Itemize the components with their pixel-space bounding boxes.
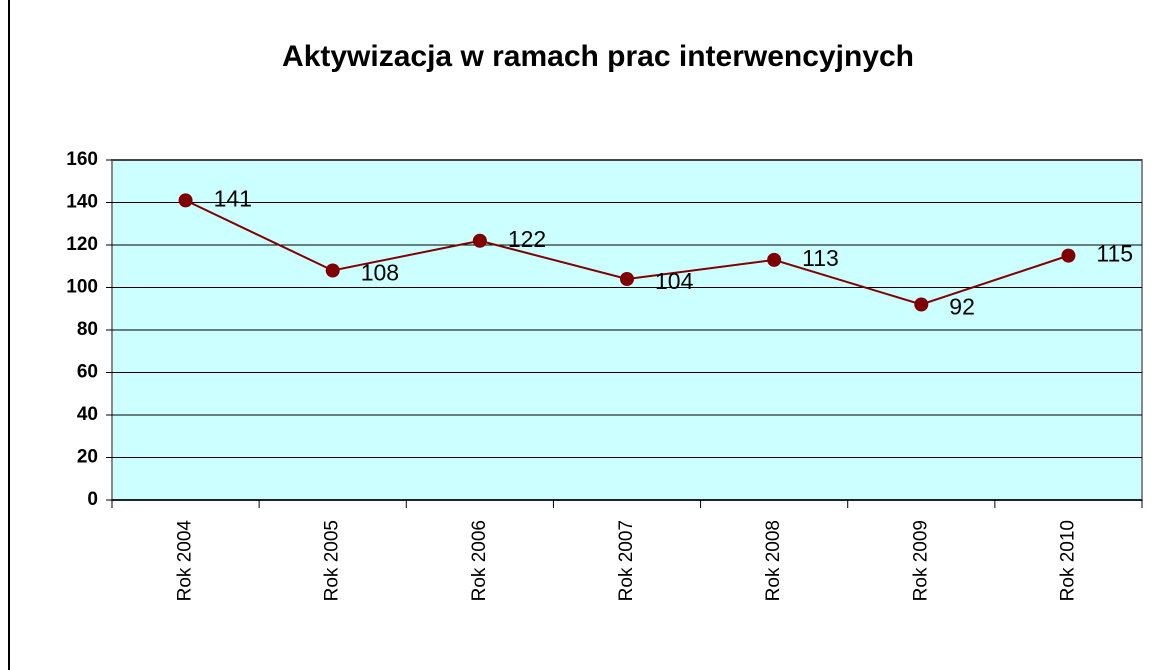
y-tick-label: 20 [77, 447, 98, 468]
x-tick-label: Rok 2007 [616, 520, 637, 601]
data-point [767, 252, 782, 267]
x-tick-label: Rok 2004 [175, 520, 196, 602]
y-tick-label: 60 [77, 362, 98, 383]
data-label: 104 [655, 268, 694, 294]
x-tick-label: Rok 2009 [910, 520, 931, 601]
data-label: 108 [361, 260, 399, 286]
data-point [620, 272, 634, 286]
y-tick-label: 80 [77, 319, 98, 340]
data-point [914, 297, 929, 312]
y-tick-label: 0 [87, 489, 98, 510]
y-tick-label: 140 [66, 192, 98, 213]
y-tick-label: 120 [66, 234, 98, 255]
data-point [178, 193, 193, 208]
x-tick-label: Rok 2010 [1057, 520, 1078, 601]
x-tick-label: Rok 2006 [469, 520, 490, 601]
data-point [1061, 248, 1076, 263]
y-tick-label: 40 [77, 404, 98, 425]
chart-title: Aktywizacja w ramach prac interwencyjnyc… [282, 40, 914, 73]
x-tick-label: Rok 2008 [763, 520, 784, 601]
data-label: 113 [802, 245, 839, 271]
data-label: 115 [1096, 241, 1133, 267]
data-point [472, 233, 487, 248]
data-label: 92 [949, 294, 975, 320]
data-label: 141 [214, 185, 252, 211]
data-label: 122 [508, 226, 546, 252]
data-point [325, 263, 340, 278]
y-tick-label: 160 [66, 149, 98, 170]
y-tick-label: 100 [66, 277, 98, 298]
x-tick-label: Rok 2005 [322, 520, 343, 601]
